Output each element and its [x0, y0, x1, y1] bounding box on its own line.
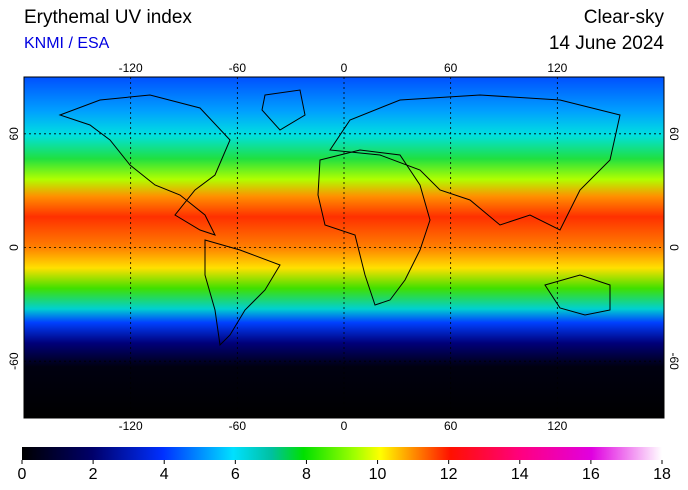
date: 14 June 2024 [549, 33, 665, 54]
lat-label-left: 0 [7, 244, 21, 251]
colorbar-label: 18 [653, 466, 671, 483]
lat-label-right: 60 [667, 127, 681, 141]
colorbar-label: 10 [369, 466, 387, 483]
colorbar-label: 16 [582, 466, 600, 483]
source: KNMI / ESA [24, 35, 110, 52]
lon-label-top: 120 [547, 61, 567, 75]
colorbar-label: 14 [511, 466, 529, 483]
colorbar-label: 4 [160, 466, 169, 483]
title: Erythemal UV index [24, 7, 192, 28]
colorbar-label: 8 [302, 466, 311, 483]
lat-label-right: -60 [667, 352, 681, 370]
lon-label-bottom: 60 [444, 419, 458, 433]
lon-label-bottom: 120 [547, 419, 567, 433]
colorbar-label: 0 [18, 466, 27, 483]
lat-label-left: 60 [7, 127, 21, 141]
lon-label-bottom: -120 [119, 419, 143, 433]
lon-label-bottom: 0 [341, 419, 348, 433]
colorbar-label: 12 [440, 466, 458, 483]
condition: Clear-sky [584, 7, 665, 28]
lat-label-left: -60 [7, 352, 21, 370]
colorbar [22, 447, 662, 460]
colorbar-label: 2 [89, 466, 98, 483]
colorbar-label: 6 [231, 466, 240, 483]
lon-label-top: -60 [229, 61, 247, 75]
lon-label-top: -120 [119, 61, 143, 75]
lon-label-bottom: -60 [229, 419, 247, 433]
lat-label-right: 0 [667, 244, 681, 251]
lon-label-top: 0 [341, 61, 348, 75]
lon-label-top: 60 [444, 61, 458, 75]
